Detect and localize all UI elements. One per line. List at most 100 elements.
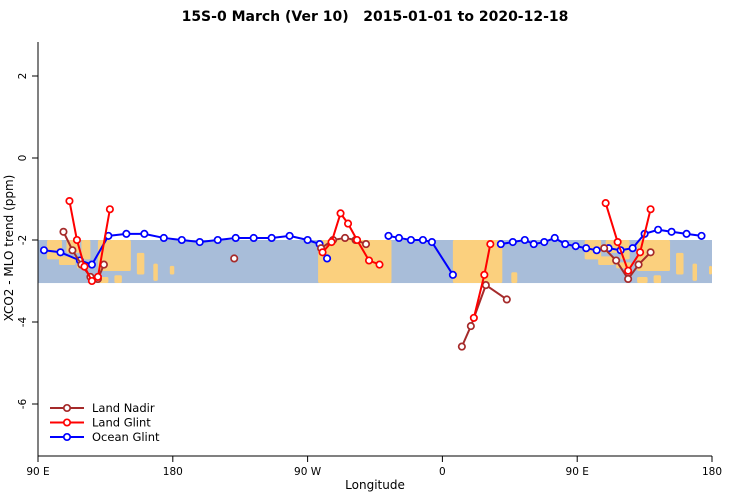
map-land-patch xyxy=(452,240,503,284)
data-point-marker xyxy=(59,227,68,236)
data-point-marker xyxy=(582,244,591,253)
data-point-marker xyxy=(486,240,495,249)
data-point-marker xyxy=(140,229,149,238)
map-land-patch xyxy=(692,263,698,281)
data-point-marker xyxy=(682,229,691,238)
data-point-marker xyxy=(612,256,621,265)
legend-swatch-circle xyxy=(62,432,72,442)
map-land-patch xyxy=(114,275,122,284)
x-tick-label: 180 xyxy=(702,466,722,478)
data-point-marker xyxy=(592,246,601,255)
data-point-marker xyxy=(600,244,609,253)
data-point-marker xyxy=(667,227,676,236)
data-point-marker xyxy=(303,235,312,245)
legend-label: Land Glint xyxy=(92,416,151,430)
chart-title: 15S-0 March (Ver 10) 2015-01-01 to 2020-… xyxy=(182,9,569,25)
data-point-marker xyxy=(39,246,49,255)
legend-item: Ocean Glint xyxy=(50,430,160,444)
data-point-marker xyxy=(394,233,404,243)
data-point-marker xyxy=(361,240,371,249)
data-point-marker xyxy=(448,270,457,279)
data-point-marker xyxy=(624,266,633,275)
data-point-marker xyxy=(87,276,96,286)
data-point-marker xyxy=(343,219,353,228)
data-point-marker xyxy=(571,242,580,251)
data-point-marker xyxy=(159,233,168,243)
x-tick-label: 0 xyxy=(439,466,446,478)
map-land-patch xyxy=(511,272,518,284)
data-point-marker xyxy=(457,342,466,351)
y-axis-title: XCO2 - MLO trend (ppm) xyxy=(2,175,16,322)
data-point-marker xyxy=(195,238,204,247)
data-point-marker xyxy=(481,281,490,290)
x-tick-label: 90 E xyxy=(26,466,49,478)
data-point-marker xyxy=(267,233,276,243)
data-point-marker xyxy=(80,262,89,271)
data-point-marker xyxy=(323,254,332,263)
map-land-patch xyxy=(169,265,175,275)
data-point-marker xyxy=(122,229,131,238)
data-point-marker xyxy=(327,238,336,247)
data-point-marker xyxy=(93,272,102,281)
data-point-marker xyxy=(646,248,655,257)
map-land-patch xyxy=(676,252,684,275)
map-land-patch xyxy=(153,263,158,281)
map-land-patch xyxy=(637,277,648,284)
data-point-marker xyxy=(502,295,511,304)
map-land-patch xyxy=(81,240,91,260)
data-point-marker xyxy=(466,322,475,331)
data-point-marker xyxy=(336,209,345,218)
data-point-marker xyxy=(340,233,350,243)
data-point-marker xyxy=(285,231,294,240)
data-point-marker xyxy=(56,248,65,257)
map-land-patch xyxy=(709,265,712,275)
data-point-marker xyxy=(529,240,538,249)
legend-label: Ocean Glint xyxy=(92,430,160,444)
data-point-marker xyxy=(230,254,239,263)
series-ocean-glint xyxy=(39,225,706,279)
data-point-marker xyxy=(427,238,436,247)
data-point-marker xyxy=(624,274,633,284)
series-layer xyxy=(39,197,706,351)
data-point-marker xyxy=(601,199,610,208)
x-tick-label: 180 xyxy=(163,466,183,478)
map-land-patch xyxy=(637,240,671,271)
data-point-marker xyxy=(352,235,362,245)
legend-item: Land Glint xyxy=(50,416,151,430)
data-point-marker xyxy=(318,248,327,257)
data-point-marker xyxy=(384,231,393,240)
data-point-marker xyxy=(177,235,186,245)
data-point-marker xyxy=(375,260,384,269)
data-point-marker xyxy=(654,225,663,234)
legend-swatch-circle xyxy=(62,418,72,427)
data-point-marker xyxy=(508,238,517,247)
data-point-marker xyxy=(496,240,505,249)
map-land-patch xyxy=(598,256,615,265)
data-point-marker xyxy=(634,260,643,269)
axes-layer: 2 0 -2 -4 -6 90 E 180 90 W 0 90 E 180 xyxy=(17,42,722,478)
map-land-patch xyxy=(136,252,145,275)
y-tick-label: -6 xyxy=(17,398,29,409)
map-land-patch xyxy=(653,275,662,284)
data-point-marker xyxy=(418,235,427,245)
data-point-marker xyxy=(697,231,706,240)
data-point-marker xyxy=(628,244,637,253)
data-point-marker xyxy=(231,233,240,243)
data-point-marker xyxy=(636,248,645,257)
series-line xyxy=(68,200,111,282)
x-tick-label: 90 E xyxy=(566,466,589,478)
data-point-marker xyxy=(68,246,77,255)
data-point-marker xyxy=(249,233,258,243)
data-point-marker xyxy=(550,233,559,243)
data-point-marker xyxy=(540,238,549,247)
data-point-marker xyxy=(72,235,81,245)
map-land-patch xyxy=(58,256,76,265)
map-land-patch xyxy=(318,240,392,284)
y-tick-label: -4 xyxy=(17,316,29,327)
data-point-marker xyxy=(646,205,655,214)
y-tick-label: 0 xyxy=(17,155,29,162)
x-tick-label: 90 W xyxy=(294,466,322,478)
y-tick-label: 2 xyxy=(17,73,29,80)
